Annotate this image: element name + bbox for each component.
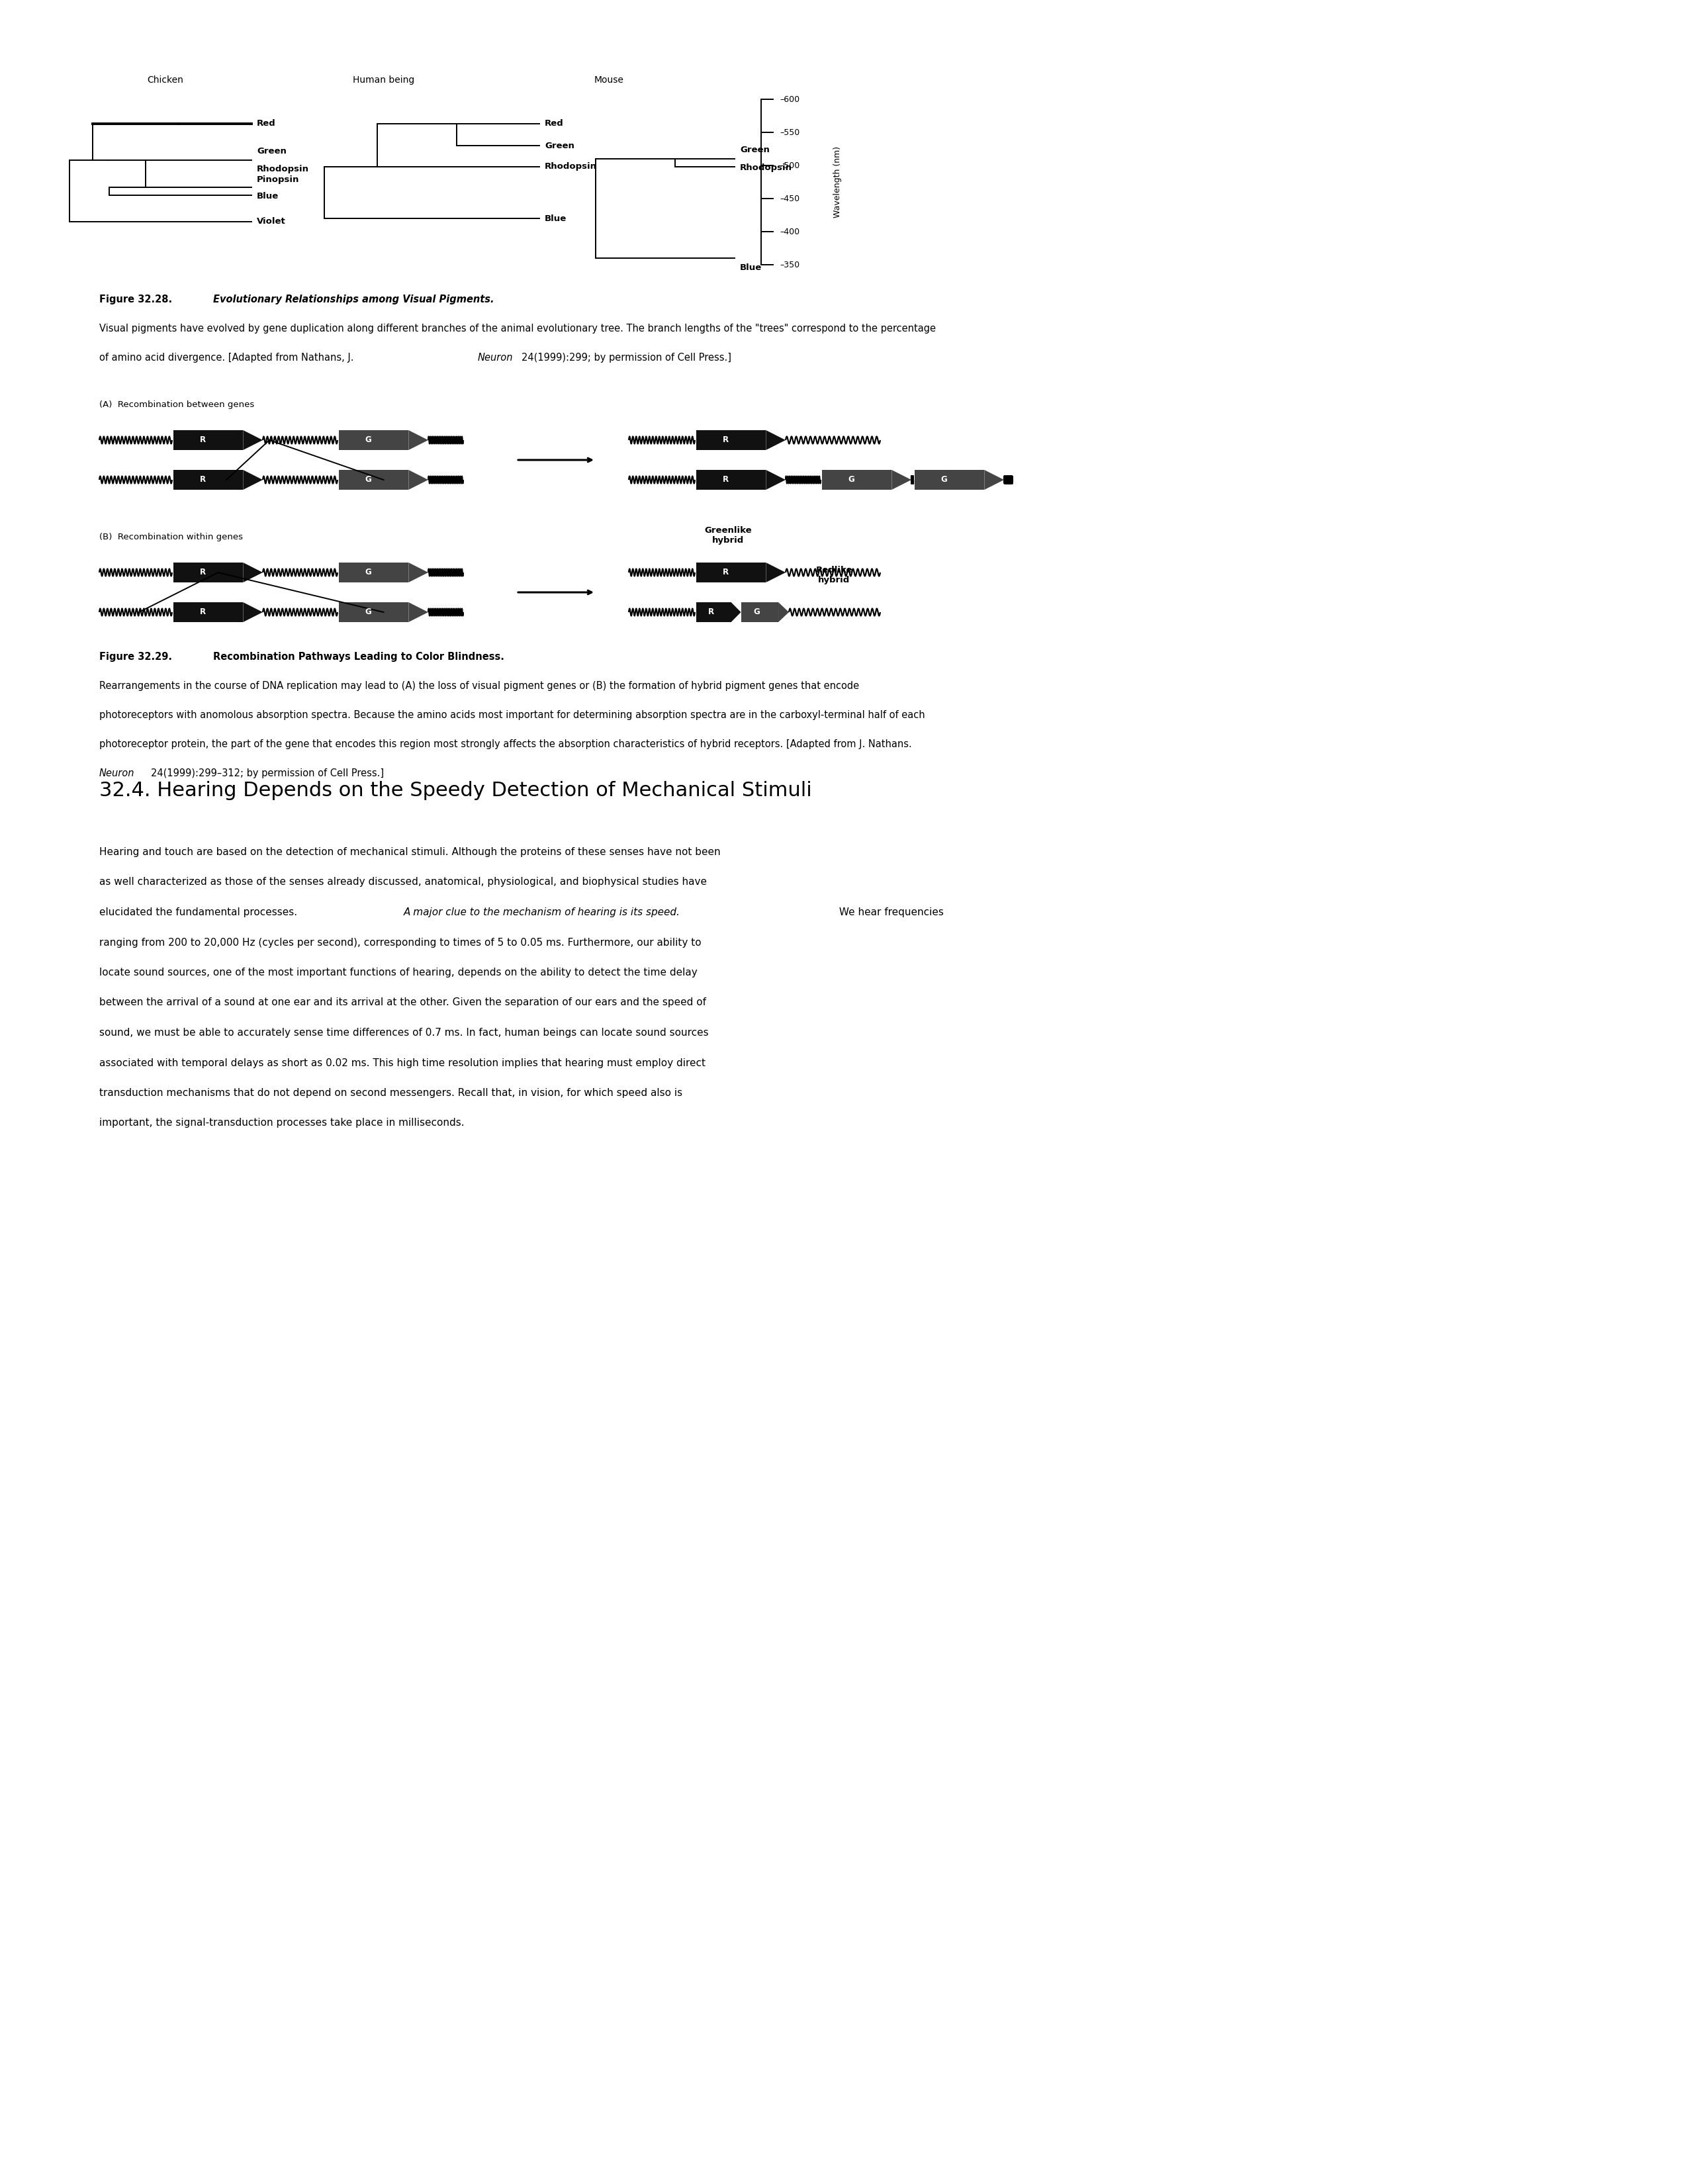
Polygon shape	[409, 470, 429, 489]
Text: Figure 32.28.: Figure 32.28.	[100, 295, 172, 304]
Text: R: R	[723, 568, 728, 577]
Polygon shape	[409, 563, 429, 583]
Text: G: G	[941, 476, 948, 485]
Text: Pinopsin: Pinopsin	[257, 175, 299, 183]
Text: Neuron: Neuron	[478, 354, 513, 363]
Bar	[174, 603, 243, 622]
Text: Red: Red	[544, 120, 564, 129]
Text: G: G	[753, 607, 760, 616]
Text: Blue: Blue	[257, 192, 279, 201]
Polygon shape	[409, 430, 429, 450]
Text: Human being: Human being	[353, 76, 415, 85]
Polygon shape	[731, 603, 741, 622]
Text: of amino acid divergence. [Adapted from Nathans, J.: of amino acid divergence. [Adapted from …	[100, 354, 356, 363]
Text: Rhodopsin: Rhodopsin	[544, 162, 596, 170]
Text: Red: Red	[257, 120, 275, 129]
Text: as well characterized as those of the senses already discussed, anatomical, phys: as well characterized as those of the se…	[100, 878, 706, 887]
Bar	[174, 470, 243, 489]
Text: A major clue to the mechanism of hearing is its speed.: A major clue to the mechanism of hearing…	[404, 906, 681, 917]
Text: G: G	[365, 437, 372, 443]
Text: 24(1999):299–312; by permission of Cell Press.]: 24(1999):299–312; by permission of Cell …	[150, 769, 383, 778]
Text: (A)  Recombination between genes: (A) Recombination between genes	[100, 400, 255, 408]
Text: Hearing and touch are based on the detection of mechanical stimuli. Although the: Hearing and touch are based on the detec…	[100, 847, 721, 856]
Text: photoreceptor protein, the part of the gene that encodes this region most strong: photoreceptor protein, the part of the g…	[100, 738, 912, 749]
Text: R: R	[199, 476, 206, 485]
Text: Greenlike
hybrid: Greenlike hybrid	[704, 526, 752, 544]
Polygon shape	[243, 470, 263, 489]
Text: Green: Green	[257, 146, 287, 155]
Text: Rhodopsin: Rhodopsin	[740, 164, 792, 173]
Text: Visual pigments have evolved by gene duplication along different branches of the: Visual pigments have evolved by gene dup…	[100, 323, 936, 334]
Text: important, the signal-transduction processes take place in milliseconds.: important, the signal-transduction proce…	[100, 1118, 464, 1129]
Text: 24(1999):299; by permission of Cell Press.]: 24(1999):299; by permission of Cell Pres…	[522, 354, 731, 363]
Bar	[339, 563, 409, 583]
Polygon shape	[243, 603, 263, 622]
Text: Green: Green	[544, 142, 574, 151]
Text: G: G	[365, 476, 372, 485]
Text: transduction mechanisms that do not depend on second messengers. Recall that, in: transduction mechanisms that do not depe…	[100, 1088, 682, 1099]
Text: –550: –550	[780, 129, 799, 138]
Polygon shape	[765, 563, 785, 583]
Text: (B)  Recombination within genes: (B) Recombination within genes	[100, 533, 243, 542]
Bar	[696, 470, 765, 489]
Text: Neuron: Neuron	[100, 769, 135, 778]
Text: Chicken: Chicken	[147, 76, 184, 85]
Text: associated with temporal delays as short as 0.02 ms. This high time resolution i: associated with temporal delays as short…	[100, 1057, 706, 1068]
Text: ranging from 200 to 20,000 Hz (cycles per second), corresponding to times of 5 t: ranging from 200 to 20,000 Hz (cycles pe…	[100, 937, 701, 948]
Text: Evolutionary Relationships among Visual Pigments.: Evolutionary Relationships among Visual …	[213, 295, 495, 304]
Text: photoreceptors with anomolous absorption spectra. Because the amino acids most i: photoreceptors with anomolous absorption…	[100, 710, 926, 721]
Text: Rhodopsin: Rhodopsin	[257, 164, 309, 173]
Text: Blue: Blue	[544, 214, 568, 223]
Polygon shape	[243, 430, 263, 450]
Text: Mouse: Mouse	[595, 76, 623, 85]
Text: –500: –500	[780, 162, 799, 170]
Text: Violet: Violet	[257, 218, 285, 225]
Bar	[339, 603, 409, 622]
Bar	[696, 603, 731, 622]
Text: G: G	[365, 607, 372, 616]
Bar	[823, 470, 892, 489]
Polygon shape	[409, 603, 429, 622]
Bar	[696, 563, 765, 583]
Polygon shape	[892, 470, 912, 489]
Text: R: R	[199, 568, 206, 577]
Text: Redlike
hybrid: Redlike hybrid	[816, 566, 853, 585]
Text: R: R	[723, 437, 728, 443]
Text: Wavelength (nm): Wavelength (nm)	[833, 146, 841, 218]
Polygon shape	[985, 470, 1003, 489]
Bar	[174, 430, 243, 450]
Text: R: R	[199, 437, 206, 443]
Text: Blue: Blue	[740, 264, 762, 273]
Text: between the arrival of a sound at one ear and its arrival at the other. Given th: between the arrival of a sound at one ea…	[100, 998, 706, 1007]
Text: R: R	[708, 607, 714, 616]
Text: –400: –400	[780, 227, 799, 236]
Bar	[339, 430, 409, 450]
Bar	[174, 563, 243, 583]
Text: Recombination Pathways Leading to Color Blindness.: Recombination Pathways Leading to Color …	[213, 651, 505, 662]
Text: 32.4. Hearing Depends on the Speedy Detection of Mechanical Stimuli: 32.4. Hearing Depends on the Speedy Dete…	[100, 782, 812, 799]
Text: We hear frequencies: We hear frequencies	[836, 906, 944, 917]
Bar	[741, 603, 779, 622]
Text: –350: –350	[780, 260, 799, 269]
Bar	[915, 470, 985, 489]
Polygon shape	[765, 470, 785, 489]
Bar	[696, 430, 765, 450]
Text: R: R	[199, 607, 206, 616]
Text: G: G	[848, 476, 855, 485]
Bar	[339, 470, 409, 489]
Text: –450: –450	[780, 194, 799, 203]
Polygon shape	[243, 563, 263, 583]
Text: –600: –600	[780, 94, 799, 103]
Text: Rearrangements in the course of DNA replication may lead to (A) the loss of visu: Rearrangements in the course of DNA repl…	[100, 681, 860, 690]
Polygon shape	[779, 603, 789, 622]
Text: G: G	[365, 568, 372, 577]
Text: elucidated the fundamental processes.: elucidated the fundamental processes.	[100, 906, 301, 917]
Polygon shape	[765, 430, 785, 450]
Text: R: R	[723, 476, 728, 485]
Text: Green: Green	[740, 146, 770, 155]
Text: sound, we must be able to accurately sense time differences of 0.7 ms. In fact, : sound, we must be able to accurately sen…	[100, 1029, 709, 1037]
Text: Figure 32.29.: Figure 32.29.	[100, 651, 172, 662]
Text: locate sound sources, one of the most important functions of hearing, depends on: locate sound sources, one of the most im…	[100, 968, 698, 978]
